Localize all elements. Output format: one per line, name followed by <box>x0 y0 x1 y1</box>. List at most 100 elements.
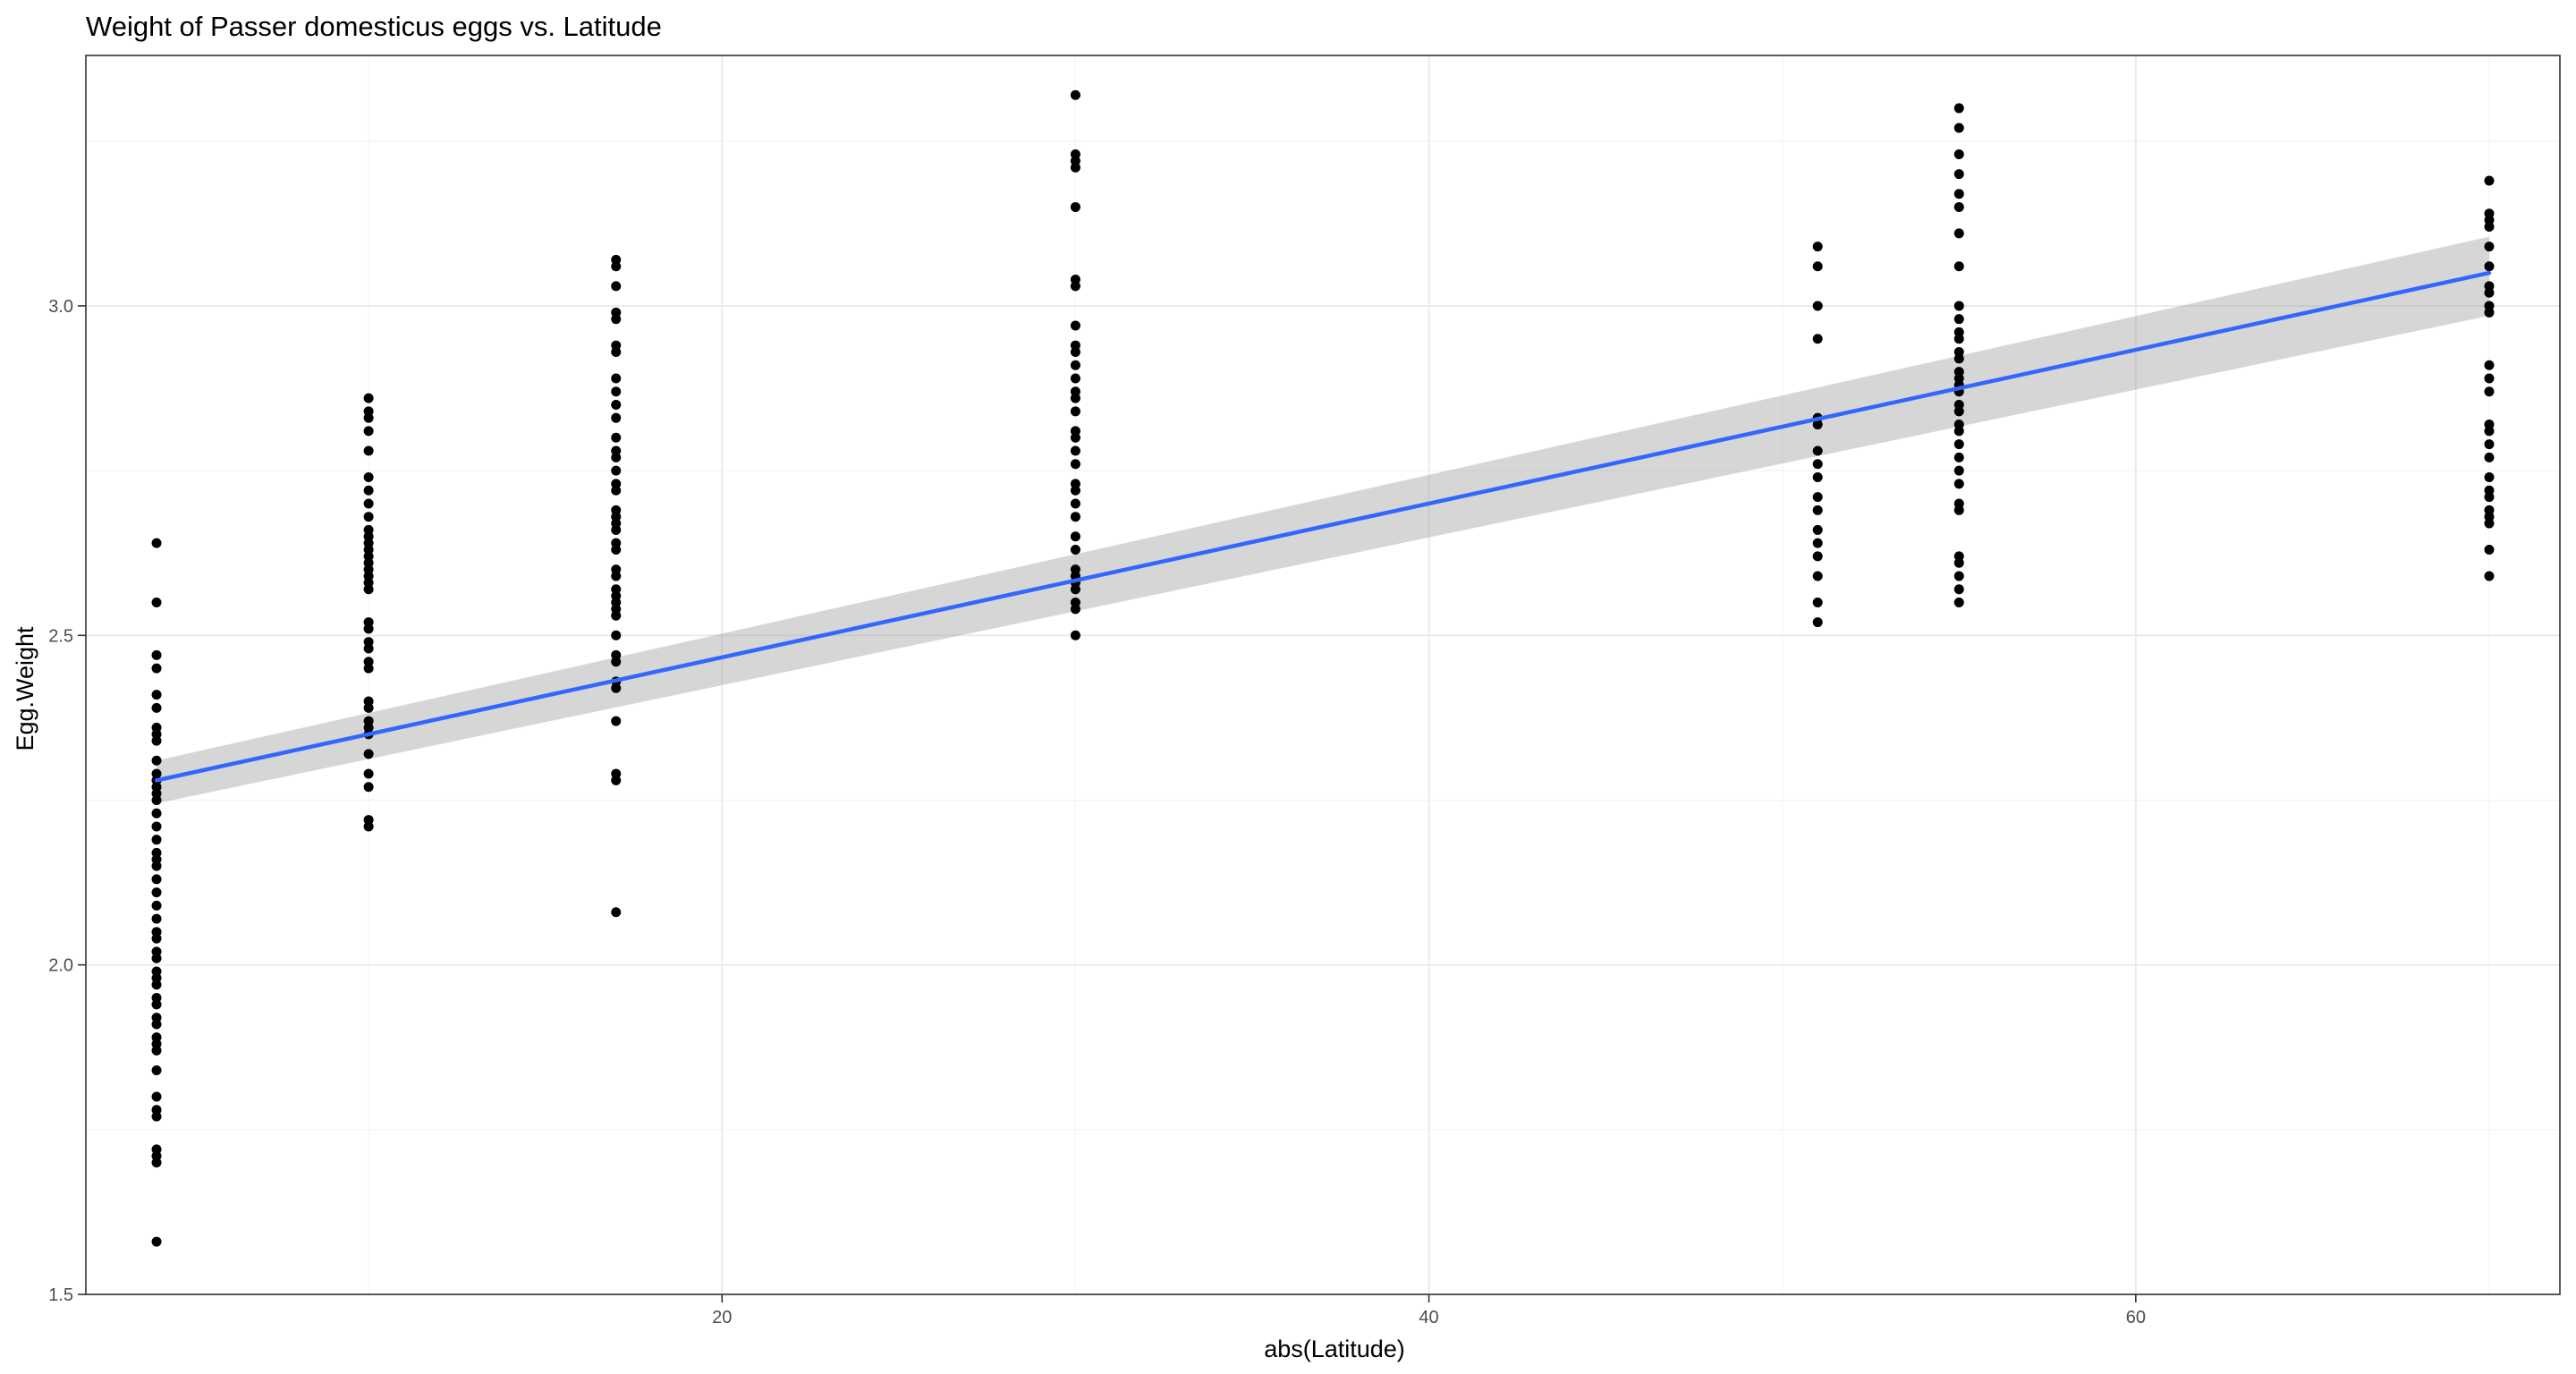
data-point <box>1953 465 1964 476</box>
data-point <box>1953 123 1964 133</box>
data-point <box>363 412 374 423</box>
data-point <box>1812 524 1823 535</box>
data-point <box>1070 498 1080 509</box>
data-point <box>363 643 374 654</box>
panel-border <box>85 55 2561 1295</box>
data-point <box>611 386 622 397</box>
data-point <box>151 649 162 660</box>
data-point <box>151 794 162 805</box>
data-point <box>1070 89 1080 100</box>
data-point <box>611 610 622 621</box>
data-point <box>2484 426 2495 437</box>
data-point <box>363 498 374 509</box>
data-point <box>2484 373 2495 384</box>
data-point <box>611 412 622 423</box>
data-point <box>1953 452 1964 462</box>
data-point <box>1812 471 1823 482</box>
data-point <box>151 690 162 700</box>
data-point <box>2484 242 2495 252</box>
x-axis-title: abs(Latitude) <box>1264 1336 1405 1362</box>
data-point <box>363 768 374 779</box>
data-point <box>1953 584 1964 595</box>
data-point <box>611 571 622 581</box>
data-point <box>1953 571 1964 581</box>
data-point <box>151 1158 162 1168</box>
data-point <box>1070 201 1080 212</box>
data-point <box>1812 334 1823 344</box>
data-point <box>151 1091 162 1102</box>
data-point <box>151 1045 162 1056</box>
data-point <box>151 1236 162 1247</box>
data-point <box>1953 189 1964 199</box>
data-point <box>2484 175 2495 186</box>
data-point <box>1953 439 1964 450</box>
data-point <box>151 821 162 832</box>
data-point <box>1953 103 1964 114</box>
data-point <box>151 755 162 766</box>
data-point <box>1070 373 1080 384</box>
data-point <box>151 953 162 963</box>
data-point <box>2484 439 2495 450</box>
data-point <box>1070 406 1080 417</box>
data-point <box>2484 360 2495 370</box>
data-point <box>611 657 622 667</box>
data-point <box>611 524 622 535</box>
data-point <box>1070 360 1080 370</box>
data-point <box>611 716 622 726</box>
data-point <box>611 281 622 292</box>
data-point <box>151 1065 162 1076</box>
data-point <box>363 584 374 595</box>
data-point <box>611 399 622 410</box>
data-point <box>1953 169 1964 180</box>
data-point <box>1953 314 1964 325</box>
data-point <box>1070 584 1080 595</box>
data-point <box>151 933 162 944</box>
data-point <box>611 545 622 556</box>
data-point <box>151 913 162 924</box>
data-point <box>611 465 622 476</box>
x-tick-label: 60 <box>2126 1308 2146 1327</box>
data-point <box>611 347 622 358</box>
data-point <box>611 261 622 272</box>
data-point <box>151 808 162 818</box>
data-point <box>2484 287 2495 298</box>
x-axis: 20 40 60 <box>712 1294 2146 1327</box>
data-point <box>151 1019 162 1030</box>
data-point <box>151 900 162 911</box>
data-point <box>1953 479 1964 489</box>
data-point <box>1953 353 1964 364</box>
data-point <box>1070 512 1080 522</box>
data-point <box>1070 162 1080 173</box>
y-axis: 1.5 2.0 2.5 3.0 <box>48 297 86 1305</box>
data-point <box>611 775 622 785</box>
data-point <box>611 630 622 640</box>
data-points-layer <box>151 89 2495 1247</box>
data-point <box>151 874 162 885</box>
data-point <box>2484 386 2495 397</box>
data-point <box>1070 281 1080 292</box>
data-point <box>611 432 622 443</box>
data-point <box>611 373 622 384</box>
major-gridlines <box>86 55 2560 1295</box>
data-point <box>2484 471 2495 482</box>
data-point <box>1070 320 1080 331</box>
data-point <box>363 821 374 832</box>
data-point <box>363 393 374 403</box>
data-point <box>1812 538 1823 548</box>
data-point <box>2484 307 2495 318</box>
data-point <box>1070 347 1080 358</box>
data-point <box>363 445 374 456</box>
data-point <box>2484 571 2495 581</box>
data-point <box>1070 445 1080 456</box>
data-point <box>1812 551 1823 562</box>
data-point <box>1070 531 1080 542</box>
data-point <box>363 485 374 496</box>
data-point <box>1812 492 1823 503</box>
data-point <box>151 861 162 871</box>
data-point <box>363 426 374 437</box>
data-point <box>2484 545 2495 556</box>
data-point <box>363 512 374 522</box>
data-point <box>1812 505 1823 515</box>
data-point <box>611 485 622 496</box>
